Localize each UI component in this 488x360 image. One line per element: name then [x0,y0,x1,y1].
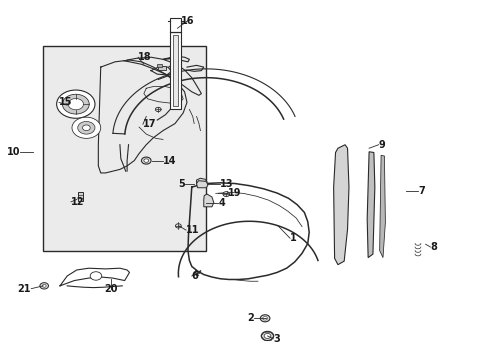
Text: 3: 3 [273,334,280,344]
Text: 1: 1 [289,233,296,243]
Bar [172,35,178,106]
Text: 12: 12 [71,197,84,207]
Circle shape [78,121,95,134]
Polygon shape [203,194,213,207]
Circle shape [261,331,273,341]
Circle shape [68,99,83,110]
Circle shape [82,125,90,131]
Polygon shape [333,145,348,265]
Polygon shape [78,192,82,201]
Text: 20: 20 [104,284,118,294]
Bar [43,46,206,251]
Text: 8: 8 [429,242,436,252]
Text: 16: 16 [181,15,194,26]
Text: 4: 4 [218,198,224,208]
Polygon shape [379,155,385,258]
Text: 10: 10 [7,147,20,157]
Text: 15: 15 [59,98,72,107]
Text: 21: 21 [18,284,31,294]
Circle shape [223,192,229,197]
Text: 19: 19 [227,188,241,198]
Bar [170,18,181,32]
Bar [157,64,161,67]
Circle shape [143,159,148,162]
Circle shape [72,117,101,138]
Text: 17: 17 [142,119,156,129]
Circle shape [90,272,102,280]
Text: 2: 2 [247,313,254,323]
Text: 14: 14 [163,156,176,166]
Text: 11: 11 [185,225,199,235]
Circle shape [264,333,270,338]
Circle shape [42,284,46,287]
Circle shape [262,316,267,320]
Polygon shape [196,181,208,188]
Text: 5: 5 [178,179,184,189]
Text: 13: 13 [219,179,233,189]
Polygon shape [366,152,374,258]
Circle shape [175,224,181,228]
Polygon shape [196,178,207,184]
Circle shape [260,315,269,322]
Circle shape [155,107,161,112]
Bar [170,32,181,109]
Circle shape [141,157,151,164]
Text: 7: 7 [417,186,424,196]
Circle shape [62,94,89,114]
Circle shape [57,90,95,118]
Circle shape [40,283,48,289]
Text: 6: 6 [191,271,198,281]
Text: 9: 9 [378,140,385,150]
Text: 18: 18 [138,52,151,62]
Bar [158,66,165,70]
